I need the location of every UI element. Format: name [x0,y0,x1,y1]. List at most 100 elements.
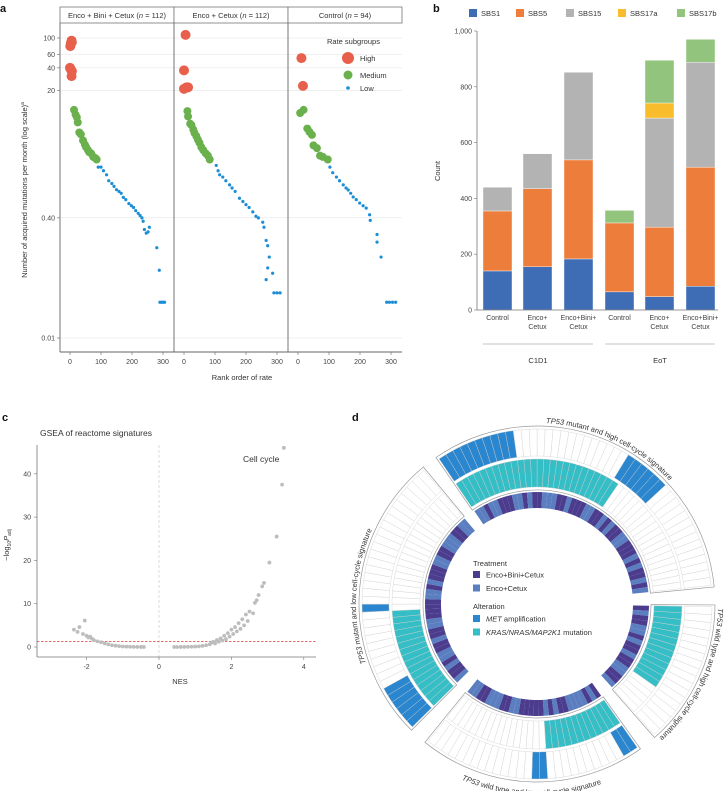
panel-b-stacked-bar: SBS1 SBS5 SBS15 SBS17a SBS17b 0 200 400 600 800 1,… [433,9,718,365]
point-low [127,201,131,206]
treatment-cell [489,690,500,708]
treatment-cell [531,491,538,509]
category-label: Enco+ [527,315,547,322]
gene-set-point [141,645,146,649]
point-medium [307,130,316,139]
legend-label: SBS17b [689,9,717,18]
point-low [375,232,379,237]
legend-label: SBS5 [528,9,547,18]
met-cell [683,577,712,589]
y-tick-label: 0 [27,645,31,652]
facet-2: Control (n = 94) 0 100 200 300 [287,6,403,366]
point-low [351,195,355,199]
gene-set-point [222,633,227,638]
panel-a-rate-scatter: Enco + Bini + Cetux (n = 112)0 100 200 300E… [20,6,403,382]
legend-treatment-title: Treatment [473,559,508,568]
gene-set-point [72,627,76,632]
treatment-cell [567,497,578,515]
y-tick-label: 0.01 [41,336,55,343]
treatment-cell [471,681,485,698]
legend-text: amplification [502,615,546,624]
y-axis-label: Count [433,160,442,181]
point-low [136,211,140,215]
treatment-cell [444,537,460,551]
bar-segment-sbs5 [604,222,635,293]
treatment-cell [518,698,526,716]
treatment-cell [571,499,582,517]
facet-title-text: Enco + Cetux ( [192,11,242,20]
treatment-cell [580,687,593,704]
point-high [66,37,77,48]
gene-set-point [234,629,239,634]
point-low [275,291,279,295]
panel-letter-d: d [352,412,359,424]
bar-segment-sbs1 [563,258,594,311]
point-low [124,198,128,202]
y-tick-label: 30 [23,515,31,522]
gene-set-point [182,645,187,649]
legend-swatch-treatment [473,571,480,578]
treatment-cell [568,693,579,710]
bar-segment-sbs5 [685,166,716,287]
x-tick-label: 100 [95,359,107,366]
treatment-cell [620,647,637,660]
treatment-cell [572,691,584,708]
point-low [155,246,159,250]
treatment-cell [618,651,635,664]
point-medium [299,105,308,114]
facet-n-value: = 112) [246,11,270,20]
point-high [297,80,308,91]
y-tick-label: 20 [47,88,55,95]
gene-set-point [196,644,201,649]
mutation-cell [438,493,462,519]
legend-swatch [618,9,626,17]
treatment-cell [427,625,445,635]
treatment-cell [626,635,643,646]
point-low [264,238,268,243]
legend-treatment-label: Enco+Bini+Cetux [486,571,544,580]
point-high [66,71,77,82]
treatment-cell [492,499,503,516]
point-low [387,300,392,304]
gene-set-point [124,644,129,649]
point-low [233,189,237,194]
legend-rate-subgroups: Rate subgroups High Medium Low [327,37,387,93]
panel-letter-a: a [0,3,7,15]
treatment-cell [627,567,645,577]
point-low [218,173,222,177]
gene-set-point [256,593,261,597]
point-low [344,186,348,190]
legend-label: Medium [360,71,387,80]
y-axis-label-sup: a [20,102,26,105]
gene-set-point [75,629,80,634]
treatment-cell [441,654,458,667]
category-label: Cetux [650,324,669,331]
treatment-cell [425,593,442,600]
point-low [361,204,365,208]
point-medium [92,155,101,164]
treatment-cell [438,545,456,558]
gene-set-point [91,638,96,642]
treatment-cell [425,608,442,615]
bar-segment-sbs5 [482,210,513,272]
point-medium [184,112,193,121]
gene-set-point [120,644,125,649]
treatment-cell [426,578,444,587]
gene-set-point [128,644,132,649]
point-low [129,204,133,208]
treatment-cell [610,531,626,546]
treatment-cell [538,699,544,716]
treatment-cell [483,503,495,520]
facet-1: Enco + Cetux (n = 112) 0 100 200 300 [173,6,289,366]
x-tick-label: 200 [354,359,366,366]
point-low [104,173,109,177]
facet-title-text: Control ( [319,11,348,20]
bar-segment-sbs1 [482,270,513,311]
treatment-cell [622,553,639,565]
treatment-cell [447,661,463,675]
panel-letter-c: c [2,412,8,424]
sector-2: TP53 wild type and low cell-cycle signat… [424,679,641,791]
point-low [368,213,372,217]
treatment-cell [450,529,466,544]
gene-set-point [175,645,180,649]
